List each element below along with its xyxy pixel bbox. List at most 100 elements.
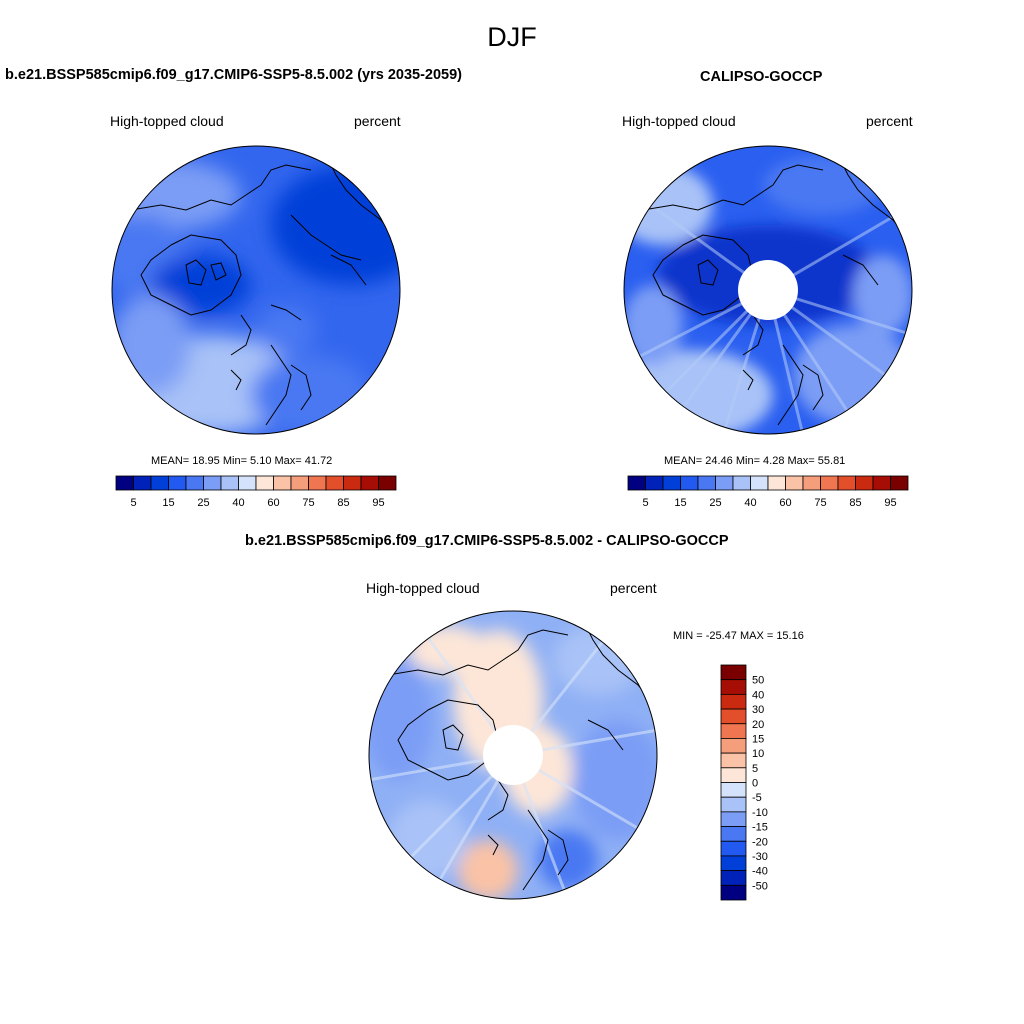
panel-2-colorbar-swatch [645,475,664,491]
panel-1-colorbar-tick-label: 95 [372,497,384,509]
panel-1-colorbar-swatch [325,475,344,491]
panel-1-colorbar-swatch [203,475,222,491]
panel-3-map-border [368,610,658,900]
panel-1-stats: MEAN= 18.95 Min= 5.10 Max= 41.72 [151,455,333,467]
panel-3-title: b.e21.BSSP585cmip6.f09_g17.CMIP6-SSP5-8.… [245,533,729,549]
panel-1-colorbar-tick-label: 85 [337,497,349,509]
panel-3-colorbar-swatch [720,855,747,872]
panel-1-colorbar-swatch [238,475,257,491]
panel-1-colorbar-tick-label: 75 [302,497,314,509]
panel-2-colorbar-tick-label: 40 [744,497,756,509]
panel-1-colorbar-swatch [290,475,309,491]
panel-3-coastlines [387,619,657,891]
panel-1-colorbar-tick-label: 40 [232,497,244,509]
panel-1-colorbar-tick-label: 15 [162,497,174,509]
panel-2-colorbar-swatch [697,475,716,491]
panel-2-map-border [623,145,913,435]
panel-2-colorbar-swatch [785,475,804,491]
panel-1-colorbar-swatch [220,475,239,491]
panel-3-colorbar-swatch [720,767,747,783]
panel-3-colorbar-swatch [720,679,747,695]
panel-1-colorbar-swatch [255,475,274,491]
panel-3-colorbar-swatch [720,811,747,827]
panel-3-pole-hole [483,725,543,785]
panel-1-title: b.e21.BSSP585cmip6.f09_g17.CMIP6-SSP5-8.… [5,67,463,83]
panel-2-colorbar-swatch [732,475,751,491]
panel-3-colorbar-swatch [720,796,747,813]
panel-2-colorbar-swatch [627,475,646,491]
panel-3-stats: MIN = -25.47 MAX = 15.16 [673,630,804,642]
panel-2-colorbar-swatch [872,475,891,491]
panel-2-colorbar-swatch [750,475,769,491]
panel-2-colorbar-swatch [680,475,699,491]
panel-3-colorbar-swatch [720,664,747,681]
panel-1-colorbar: 5 15 25 40 60 75 85 95 [115,475,397,509]
panel-2-map [623,145,913,435]
panel-3-colorbar-swatch [720,693,747,710]
panel-1-colorbar-swatch [185,475,204,491]
panel-3-colorbar-tick-label: 15 [752,733,764,745]
panel-2-colorbar-swatch [890,475,909,491]
panel-1-colorbar-swatch [378,475,397,491]
panel-3-colorbar-tick-label: 5 [752,763,758,775]
panel-1-colorbar-tick-label: 5 [130,497,136,509]
panel-3-units: percent [610,580,657,596]
panel-2-title: CALIPSO-GOCCP [700,69,823,85]
panel-2-colorbar-swatch [802,475,821,491]
panel-3-variable: High-topped cloud [366,580,480,596]
panel-1-units: percent [354,113,401,129]
panel-3-colorbar-tick-label: 40 [752,689,764,701]
panel-2-colorbar-swatch [767,475,786,491]
panel-3-colorbar-swatch [720,708,747,725]
panel-3-colorbar-tick-label: 0 [752,778,758,790]
panel-3-colorbar-tick-label: -40 [752,866,768,878]
panel-2-variable: High-topped cloud [622,113,736,129]
panel-3-colorbar-tick-label: 50 [752,675,764,687]
panel-2-pole-hole [738,260,798,320]
panel-3-colorbar-swatch [720,884,747,901]
panel-3-colorbar-tick-label: -5 [752,792,762,804]
panel-1-colorbar-swatch [360,475,379,491]
panel-2-colorbar: 5 15 25 40 60 75 85 95 [627,475,909,509]
panel-3-colorbar-tick-label: 20 [752,719,764,731]
panel-1-colorbar-swatch [150,475,169,491]
panel-3-colorbar-tick-label: -20 [752,836,768,848]
panel-2-colorbar-tick-label: 25 [709,497,721,509]
panel-2-stats: MEAN= 24.46 Min= 4.28 Max= 55.81 [664,455,846,467]
panel-1-map [111,145,401,435]
panel-3-colorbar-swatch [720,870,747,886]
panel-3-colorbar-swatch [720,752,747,769]
panel-1-colorbar-swatch [343,475,362,491]
panel-1-colorbar-tick-label: 60 [267,497,279,509]
panel-1-colorbar-swatch [115,475,134,491]
panel-1-colorbar-swatch [273,475,292,491]
panel-3-colorbar-tick-label: -30 [752,851,768,863]
panel-2-colorbar-swatch [662,475,681,491]
panel-2-colorbar-tick-label: 85 [849,497,861,509]
panel-3-colorbar-tick-label: -10 [752,807,768,819]
panel-2-colorbar-tick-label: 5 [642,497,648,509]
panel-3-colorbar-swatch [720,723,747,739]
panel-3-map [368,610,658,900]
panel-3-colorbar-tick-label: -50 [752,880,768,892]
season-title: DJF [487,22,537,52]
panel-2-units: percent [866,113,913,129]
panel-1-variable: High-topped cloud [110,113,224,129]
panel-3-colorbar-swatch [720,738,747,754]
panel-1-colorbar-swatch [133,475,152,491]
panel-2-colorbar-tick-label: 15 [674,497,686,509]
panel-2-colorbar-swatch [820,475,839,491]
panel-2-colorbar-swatch [715,475,734,491]
panel-2-colorbar-tick-label: 95 [884,497,896,509]
panel-3-colorbar-tick-label: 30 [752,704,764,716]
panel-1-colorbar-swatch [308,475,327,491]
panel-3-colorbar-tick-label: 10 [752,748,764,760]
panel-3-colorbar-tick-label: -15 [752,822,768,834]
panel-2-colorbar-tick-label: 60 [779,497,791,509]
panel-1-colorbar-tick-label: 25 [197,497,209,509]
panel-3-colorbar-swatch [720,782,747,798]
panel-2-colorbar-tick-label: 75 [814,497,826,509]
panel-3-colorbar-swatch [720,826,747,842]
panel-2-colorbar-swatch [855,475,874,491]
